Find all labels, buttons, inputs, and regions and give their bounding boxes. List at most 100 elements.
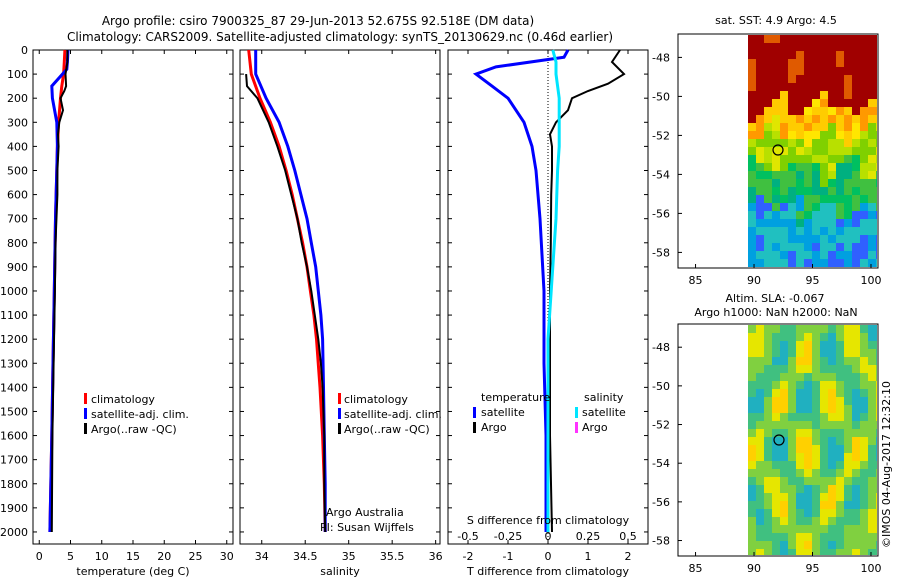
map-cell [828,75,836,83]
map-cell [820,75,828,83]
map-cell [748,115,756,123]
map-cell [764,517,772,525]
map-cell [764,405,772,413]
map-cell [876,155,877,163]
diff-legend-swatch-temp-satellite [473,407,476,418]
map-cell [852,195,860,203]
map-cell [796,357,804,365]
map-cell [852,227,860,235]
map-cell [796,115,804,123]
map-cell [764,219,772,227]
map-cell [780,461,788,469]
map-cell [796,325,804,333]
map-cell [868,83,876,91]
map-cell [836,325,844,333]
map-cell [860,179,868,187]
map-cell [748,139,756,147]
map-cell [748,107,756,115]
map-cell [804,67,812,75]
map-cell [788,235,796,243]
map-cell [748,381,756,389]
x-tick-label: 0 [36,550,43,563]
map-cell [876,115,877,123]
map-cell [836,147,844,155]
map-cell [796,525,804,533]
map-cell [820,179,828,187]
map-cell [868,421,876,429]
map-cell [772,155,780,163]
map-lon-label: 85 [689,274,703,287]
map-cell [844,51,852,59]
map-cell [804,421,812,429]
x-tick-label: 36 [429,550,443,563]
map-cell [796,501,804,509]
map-cell [788,541,796,549]
map-cell [860,107,868,115]
map-cell [860,227,868,235]
map-cell [764,509,772,517]
map-cell [756,107,764,115]
depth-tick-label: 100 [7,68,28,81]
map-cell [860,509,868,517]
map-cell [804,461,812,469]
depth-tick-label: 1800 [0,478,28,491]
map-cell [772,51,780,59]
map-cell [868,397,876,405]
map-cell [836,43,844,51]
map-cell [756,179,764,187]
map-lat-label: -52 [652,419,670,432]
map-cell [764,195,772,203]
map-cell [860,131,868,139]
map-cell [828,203,836,211]
map-cell [876,227,877,235]
map-cell [756,349,764,357]
map-cell [812,251,820,259]
map-cell [756,99,764,107]
map-cell [764,533,772,541]
map-cell [788,373,796,381]
legend-label-satellite-adj: satellite-adj. clim. [91,408,189,421]
map-cell [852,541,860,549]
map-cell [828,453,836,461]
map-cell [852,373,860,381]
map-cell [820,541,828,549]
series-line-satellite-adj-clim- [254,50,327,532]
map-cell [780,99,788,107]
map-cell [876,99,877,107]
map-cell [788,219,796,227]
map-cell [868,203,876,211]
map-lat-label: -48 [652,51,670,64]
map-cell [748,517,756,525]
map-cell [876,485,877,493]
map-cell [788,533,796,541]
map-cell [756,259,764,267]
map-cell [820,453,828,461]
map-cell [756,549,764,555]
map-cell [756,147,764,155]
map-cell [820,147,828,155]
map-cell [796,429,804,437]
map-cell [796,469,804,477]
map-cell [876,123,877,131]
series-line-argo-raw-qc- [245,74,327,533]
map-cell [748,179,756,187]
map-cell [756,91,764,99]
map-cell [852,333,860,341]
legend-swatch-argo [84,423,87,434]
map-cell [788,227,796,235]
map-cell [820,211,828,219]
map-cell [772,493,780,501]
map-cell [764,35,772,43]
map-cell [804,405,812,413]
map-cell [772,219,780,227]
map-cell [828,421,836,429]
map-cell [836,99,844,107]
map-cell [844,163,852,171]
map-cell [812,219,820,227]
map-cell [820,357,828,365]
map-cell [868,155,876,163]
map-cell [780,357,788,365]
map-cell [748,469,756,477]
map-cell [836,445,844,453]
map-cell [796,35,804,43]
